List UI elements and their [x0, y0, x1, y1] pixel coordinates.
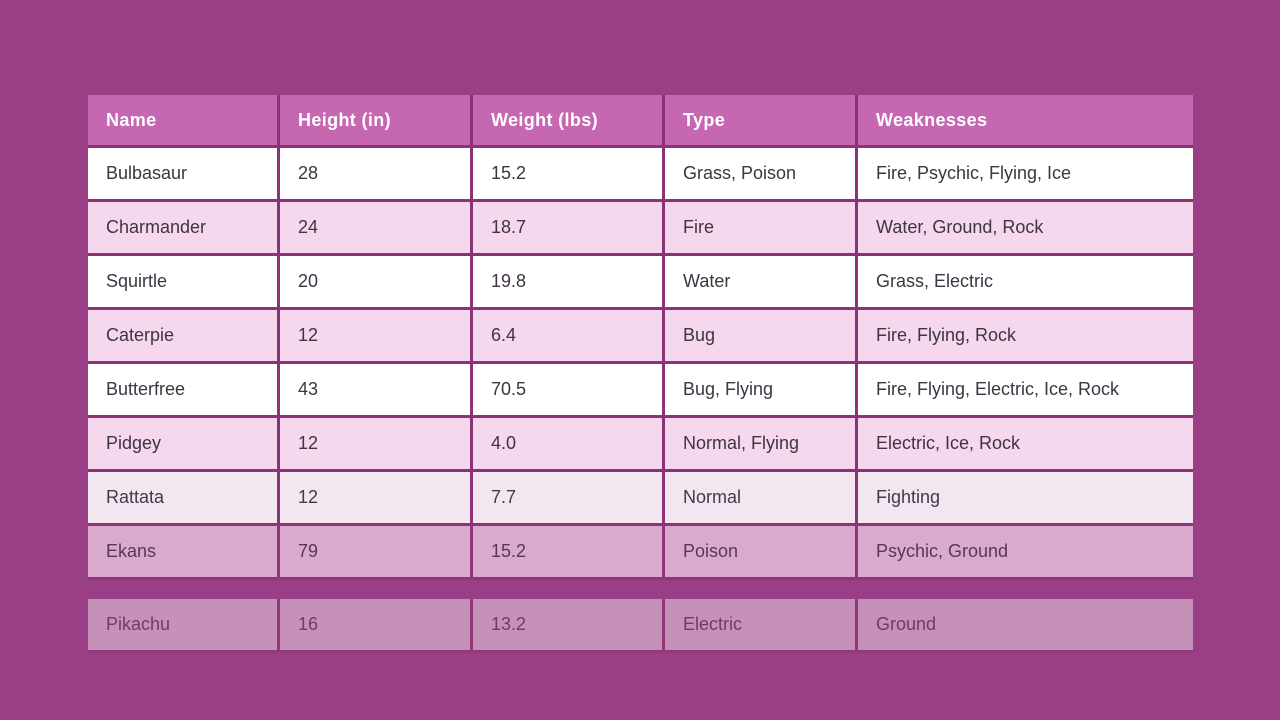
cell-height: 79 [280, 526, 470, 577]
cell-type: Bug, Flying [665, 364, 855, 415]
cell-height: 43 [280, 364, 470, 415]
column-header-weight: Weight (lbs) [473, 95, 662, 145]
cell-weight: 4.0 [473, 418, 662, 469]
cell-name: Caterpie [88, 310, 277, 361]
cell-height: 16 [280, 599, 470, 650]
cell-name: Butterfree [88, 364, 277, 415]
cell-weight: 15.2 [473, 148, 662, 199]
cell-name: Pikachu [88, 599, 277, 650]
cell-weaknesses: Fighting [858, 472, 1193, 523]
cell-weaknesses: Fire, Flying, Rock [858, 310, 1193, 361]
cell-weight: 7.7 [473, 472, 662, 523]
cell-weight: 18.7 [473, 202, 662, 253]
cell-weight: 15.2 [473, 526, 662, 577]
cell-name: Pidgey [88, 418, 277, 469]
column-header-weaknesses: Weaknesses [858, 95, 1193, 145]
cell-type: Poison [665, 526, 855, 577]
cell-weaknesses: Water, Ground, Rock [858, 202, 1193, 253]
cell-type: Normal [665, 472, 855, 523]
cell-height: 20 [280, 256, 470, 307]
cell-height: 28 [280, 148, 470, 199]
cell-weight: 13.2 [473, 599, 662, 650]
cell-name: Rattata [88, 472, 277, 523]
cell-weaknesses: Ground [858, 599, 1193, 650]
table-row-caterpie: Caterpie 12 6.4 Bug Fire, Flying, Rock [88, 310, 1193, 364]
cell-weaknesses: Fire, Psychic, Flying, Ice [858, 148, 1193, 199]
column-header-height: Height (in) [280, 95, 470, 145]
column-header-name: Name [88, 95, 277, 145]
cell-weaknesses: Grass, Electric [858, 256, 1193, 307]
table-row-ekans: Ekans 79 15.2 Poison Psychic, Ground [88, 526, 1193, 580]
cell-name: Ekans [88, 526, 277, 577]
table-row-squirtle: Squirtle 20 19.8 Water Grass, Electric [88, 256, 1193, 310]
cell-type: Fire [665, 202, 855, 253]
cell-name: Bulbasaur [88, 148, 277, 199]
cell-weight: 6.4 [473, 310, 662, 361]
pokemon-table: Name Height (in) Weight (lbs) Type Weaknesse… [88, 95, 1193, 653]
cell-name: Squirtle [88, 256, 277, 307]
cell-type: Bug [665, 310, 855, 361]
cell-type: Normal, Flying [665, 418, 855, 469]
cell-type: Water [665, 256, 855, 307]
cell-weight: 70.5 [473, 364, 662, 415]
table-row-pikachu: Pikachu 16 13.2 Electric Ground [88, 599, 1193, 653]
cell-type: Grass, Poison [665, 148, 855, 199]
table-row-charmander: Charmander 24 18.7 Fire Water, Ground, Rock [88, 202, 1193, 256]
cell-weaknesses: Psychic, Ground [858, 526, 1193, 577]
cell-name: Charmander [88, 202, 277, 253]
table-row-bulbasaur: Bulbasaur 28 15.2 Grass, Poison Fire, Psychi… [88, 148, 1193, 202]
table-row-butterfree: Butterfree 43 70.5 Bug, Flying Fire, Flying,… [88, 364, 1193, 418]
table-row-rattata: Rattata 12 7.7 Normal Fighting [88, 472, 1193, 526]
column-header-type: Type [665, 95, 855, 145]
cell-height: 12 [280, 310, 470, 361]
cell-height: 12 [280, 418, 470, 469]
table-header-row: Name Height (in) Weight (lbs) Type Weaknesse… [88, 95, 1193, 148]
cell-weaknesses: Fire, Flying, Electric, Ice, Rock [858, 364, 1193, 415]
cell-weight: 19.8 [473, 256, 662, 307]
table-row-pidgey: Pidgey 12 4.0 Normal, Flying Electric, Ice, … [88, 418, 1193, 472]
cell-weaknesses: Electric, Ice, Rock [858, 418, 1193, 469]
cell-type: Electric [665, 599, 855, 650]
cell-height: 12 [280, 472, 470, 523]
cell-height: 24 [280, 202, 470, 253]
